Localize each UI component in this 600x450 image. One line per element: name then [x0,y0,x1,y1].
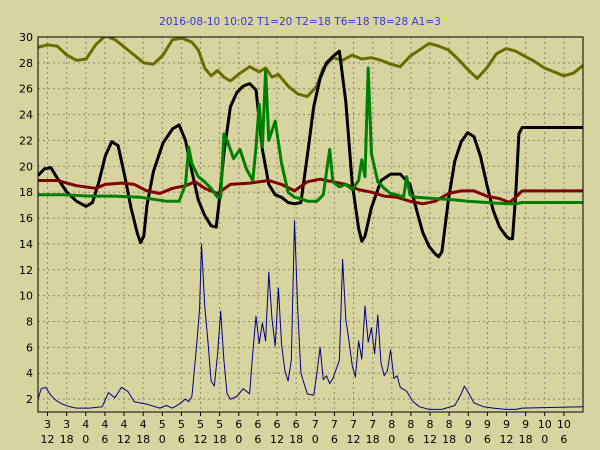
y-tick-label: 6 [26,341,33,354]
x-tick-label-hour: 12 [347,433,361,446]
x-tick-label-day: 8 [427,418,434,431]
x-tick-label-day: 9 [522,418,529,431]
x-tick-label-day: 8 [446,418,453,431]
y-tick-label: 4 [26,367,33,380]
x-tick-label-hour: 0 [235,433,242,446]
x-tick-label-day: 7 [331,418,338,431]
x-tick-label-day: 5 [159,418,166,431]
x-tick-label-day: 5 [197,418,204,431]
x-tick-label-hour: 18 [213,433,227,446]
x-tick-label-hour: 18 [366,433,380,446]
x-tick-label-day: 4 [101,418,108,431]
x-tick-label-day: 4 [140,418,147,431]
x-tick-label-day: 5 [178,418,185,431]
x-tick-label-hour: 0 [82,433,89,446]
series-line-t2 [38,177,583,206]
x-tick-label-day: 3 [44,418,51,431]
series-line-t8 [38,37,583,98]
x-tick-label-hour: 6 [101,433,108,446]
x-tick-label-hour: 0 [541,433,548,446]
chart-title: 2016-08-10 10:02 T1=20 T2=18 T6=18 T8=28… [159,16,441,28]
x-tick-label-hour: 6 [407,433,414,446]
x-tick-label-day: 6 [274,418,281,431]
x-tick-label-day: 9 [465,418,472,431]
x-tick-label-hour: 18 [442,433,456,446]
y-tick-label: 24 [19,109,33,122]
x-tick-label-hour: 0 [465,433,472,446]
y-tick-label: 20 [19,160,33,173]
x-tick-label-hour: 12 [194,433,208,446]
x-tick-label-day: 8 [407,418,414,431]
x-tick-label-day: 4 [82,418,89,431]
x-tick-label-day: 7 [312,418,319,431]
x-tick-label-day: 10 [538,418,552,431]
y-tick-label: 2 [26,393,33,406]
y-tick-label: 10 [19,290,33,303]
x-tick-label-hour: 0 [159,433,166,446]
x-tick-label-day: 4 [121,418,128,431]
x-tick-label-hour: 0 [388,433,395,446]
x-tick-label-hour: 6 [254,433,261,446]
x-tick-label-hour: 12 [423,433,437,446]
x-tick-label-hour: 6 [484,433,491,446]
y-tick-label: 14 [19,238,33,251]
plot-frame [37,36,584,413]
x-tick-label-hour: 12 [270,433,284,446]
x-tick-label-day: 10 [557,418,571,431]
series-line-t6 [38,66,583,206]
y-tick-label: 26 [19,83,33,96]
x-tick-label-day: 7 [350,418,357,431]
y-tick-label: 18 [19,186,33,199]
x-tick-label-hour: 18 [289,433,303,446]
y-tick-label: 16 [19,212,33,225]
y-tick-label: 22 [19,134,33,147]
x-tick-label-day: 9 [503,418,510,431]
x-tick-label-hour: 6 [560,433,567,446]
x-tick-label-day: 7 [369,418,376,431]
x-tick-label-hour: 18 [519,433,533,446]
x-tick-label-day: 3 [63,418,70,431]
x-tick-label-hour: 18 [136,433,150,446]
series-line-a1 [38,220,583,410]
x-tick-label-hour: 12 [41,433,55,446]
x-tick-label-day: 8 [388,418,395,431]
x-tick-label-hour: 0 [312,433,319,446]
x-tick-label-day: 6 [254,418,261,431]
y-tick-label: 28 [19,57,33,70]
y-tick-label: 8 [26,315,33,328]
y-tick-label: 30 [19,31,33,44]
y-tick-label: 12 [19,264,33,277]
x-tick-label-day: 9 [484,418,491,431]
x-tick-label-hour: 12 [117,433,131,446]
x-tick-label-day: 6 [235,418,242,431]
plot-area [38,37,583,412]
series-line-t1 [38,49,583,259]
x-tick-label-hour: 6 [178,433,185,446]
x-tick-label-day: 5 [216,418,223,431]
x-tick-label-hour: 6 [331,433,338,446]
x-tick-label-hour: 18 [60,433,74,446]
x-tick-label-hour: 12 [500,433,514,446]
x-tick-label-day: 6 [293,418,300,431]
